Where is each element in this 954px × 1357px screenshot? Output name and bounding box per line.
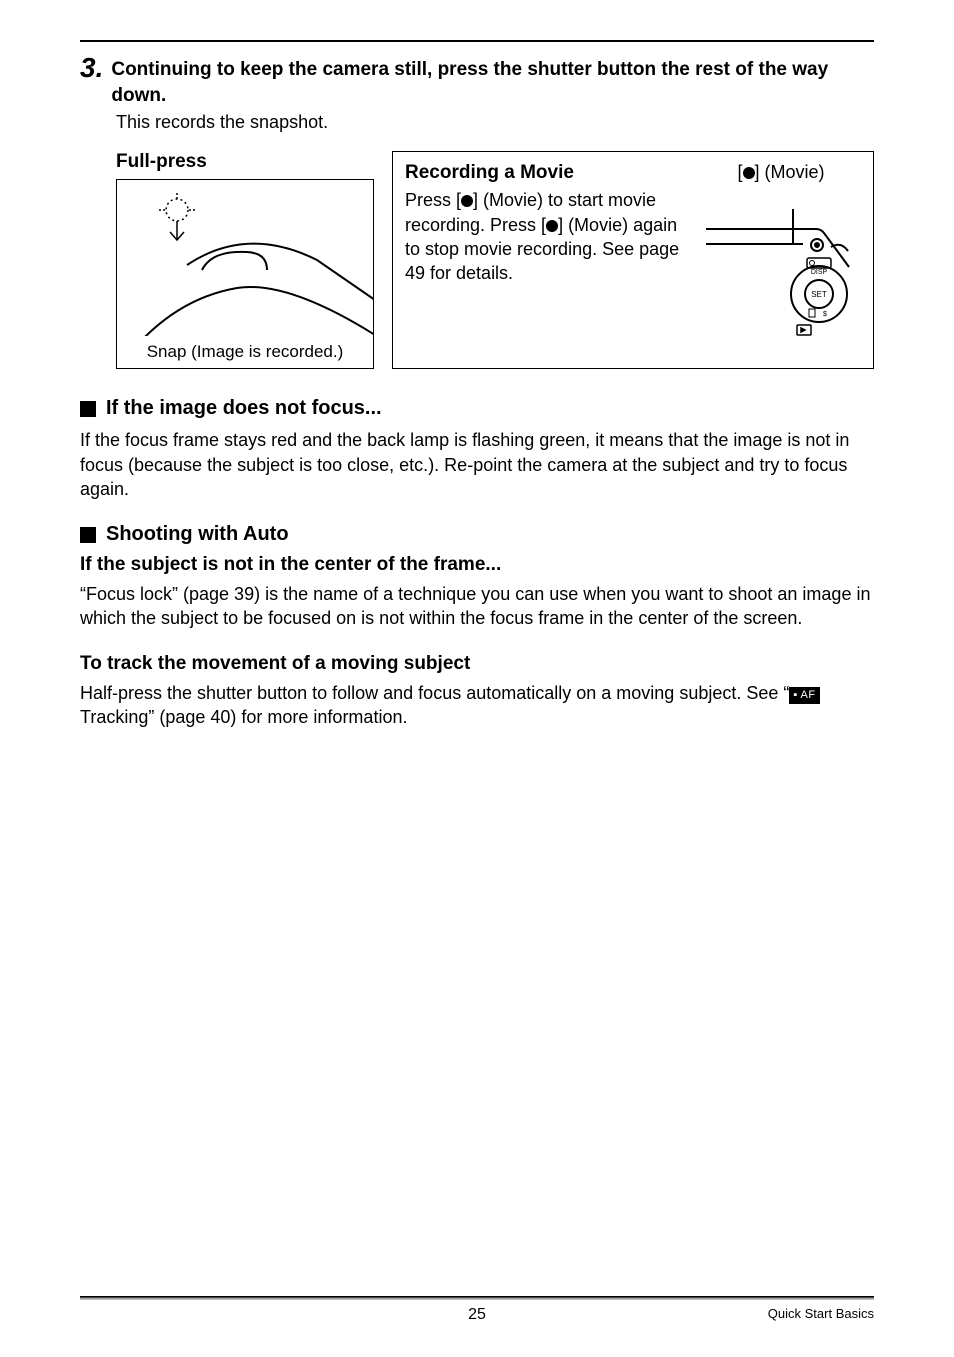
svg-text:DISP: DISP — [811, 269, 828, 276]
footer-rule — [80, 1296, 874, 1300]
movie-text-column: Recording a Movie Press [] (Movie) to st… — [405, 162, 689, 358]
auto-sub2-body-a: Half-press the shutter button to follow … — [80, 683, 789, 703]
auto-sub2-title: To track the movement of a moving subjec… — [80, 653, 874, 675]
fullpress-figure: Full-press Snap (Image is recorded.) — [116, 151, 374, 369]
svg-text:$: $ — [823, 311, 827, 318]
nofocus-heading: If the image does not focus... — [106, 397, 382, 420]
tracking-icon: ▪ AF — [789, 687, 819, 704]
record-dot-icon — [461, 195, 473, 207]
nofocus-heading-row: If the image does not focus... — [80, 397, 874, 420]
nofocus-body: If the focus frame stays red and the bac… — [80, 428, 874, 501]
step-row: 3. Continuing to keep the camera still, … — [80, 54, 874, 108]
auto-sub1-body: “Focus lock” (page 39) is the name of a … — [80, 582, 874, 631]
movie-body-a: Press [ — [405, 190, 461, 210]
fullpress-illustration-box: Snap (Image is recorded.) — [116, 179, 374, 369]
square-bullet-icon — [80, 401, 96, 417]
camera-back-illustration: DISP SET $ — [701, 189, 861, 339]
movie-image-column: [ ] (Movie) DISP SET $ — [701, 162, 861, 358]
auto-sub2-body-b: Tracking” (page 40) for more information… — [80, 707, 407, 727]
movie-button-label: [ ] (Movie) — [701, 162, 861, 183]
auto-sub1-title: If the subject is not in the center of t… — [80, 554, 874, 576]
record-dot-icon — [546, 220, 558, 232]
figures-row: Full-press Snap (Image is recorded.) Rec… — [116, 151, 874, 369]
movie-figure: Recording a Movie Press [] (Movie) to st… — [392, 151, 874, 369]
page-footer: 25 Quick Start Basics — [80, 1296, 874, 1321]
auto-sub2-body: Half-press the shutter button to follow … — [80, 681, 874, 730]
auto-heading: Shooting with Auto — [106, 523, 289, 546]
top-rule — [80, 40, 874, 42]
page-number: 25 — [80, 1306, 874, 1324]
footer-row: 25 Quick Start Basics — [80, 1306, 874, 1321]
auto-heading-row: Shooting with Auto — [80, 523, 874, 546]
movie-title: Recording a Movie — [405, 162, 689, 184]
movie-label-a: [ — [737, 162, 742, 182]
movie-label-b: ] (Movie) — [755, 162, 825, 182]
step-instruction: Continuing to keep the camera still, pre… — [111, 54, 874, 108]
fullpress-title: Full-press — [116, 151, 374, 173]
step-number: 3. — [80, 54, 103, 82]
fullpress-caption: Snap (Image is recorded.) — [117, 336, 373, 368]
record-dot-icon — [743, 167, 755, 179]
svg-text:SET: SET — [811, 290, 827, 299]
step-subtext: This records the snapshot. — [116, 112, 874, 133]
movie-body: Press [] (Movie) to start movie recordin… — [405, 188, 689, 285]
square-bullet-icon — [80, 527, 96, 543]
